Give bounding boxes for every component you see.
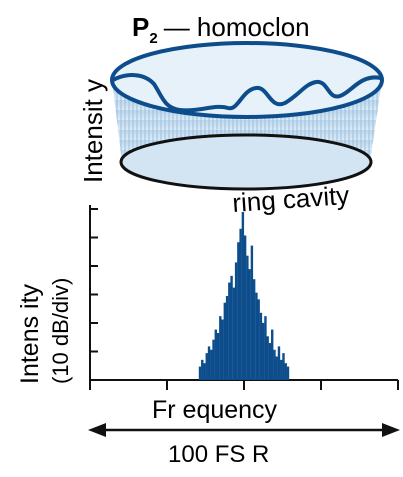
spectrum-y-label-line1: Intens ity (16, 283, 44, 384)
spectrum-bar (241, 212, 245, 380)
spectrum-bar (246, 255, 249, 380)
spectrum-bar (234, 262, 238, 380)
spectrum-bar (275, 356, 278, 380)
spectrum-bar (266, 336, 269, 380)
spectrum-bar (207, 346, 211, 380)
spectrum-bar (252, 279, 256, 380)
spectrum-bar (268, 343, 272, 380)
spectrum-bar (216, 332, 220, 380)
x-ticks (89, 380, 399, 390)
spectrum-bar (232, 287, 236, 380)
spectrum-bar (284, 363, 287, 380)
spectrum-bar (277, 346, 281, 380)
title-symbol: P (132, 12, 149, 42)
spectrum-bar (273, 349, 276, 380)
spectrum-bar (210, 349, 213, 380)
intensity-curve (112, 73, 382, 113)
spectrum-bar (214, 329, 217, 380)
spectrum-bar (271, 329, 274, 380)
span-label: 100 FS R (168, 441, 269, 468)
spectrum-bar (282, 353, 285, 380)
spectrum-bar (286, 366, 290, 380)
top-y-label: Intensit y (78, 79, 108, 183)
spectrum-bar (237, 242, 240, 380)
panel-title: P2 — homoclon (132, 12, 310, 47)
spectrum-bar (261, 322, 265, 380)
spectrum-bar (248, 269, 251, 380)
spectrum-bar (259, 312, 263, 380)
spectrum-bar (198, 366, 202, 380)
spectrum-bar (243, 235, 247, 380)
title-text: — homoclon (164, 12, 310, 42)
spectrum-bar (219, 316, 222, 380)
spectrum-bar (225, 296, 229, 380)
y-ticks (90, 208, 98, 353)
spectrum-x-label: Fr equency (152, 396, 278, 424)
spectrum-bar (257, 299, 260, 380)
ring-top-ellipse (110, 41, 384, 119)
spectrum-bar (212, 339, 215, 380)
spectrum-bar (280, 359, 283, 380)
span-arrow-right-head (382, 423, 400, 437)
spectrum-bar (223, 302, 227, 380)
spectrum-bars (198, 212, 290, 380)
spectrum-bar (264, 316, 267, 380)
title-subscript: 2 (149, 30, 157, 47)
spectrum-bar (250, 245, 254, 380)
spectrum-bar (239, 228, 242, 380)
spectrum-bar (201, 359, 204, 380)
spectrum-bar (255, 292, 258, 380)
spectrum-bar (203, 363, 206, 380)
spectrum-bar (205, 353, 208, 380)
spectrum-bar (228, 282, 231, 380)
spectrum-bar (230, 275, 233, 380)
spectrum-y-label-line2: (10 dB/div) (48, 278, 73, 384)
ring-bottom-ellipse (119, 133, 373, 191)
spectrum-bar (221, 319, 224, 380)
span-arrow-left-head (88, 423, 106, 437)
